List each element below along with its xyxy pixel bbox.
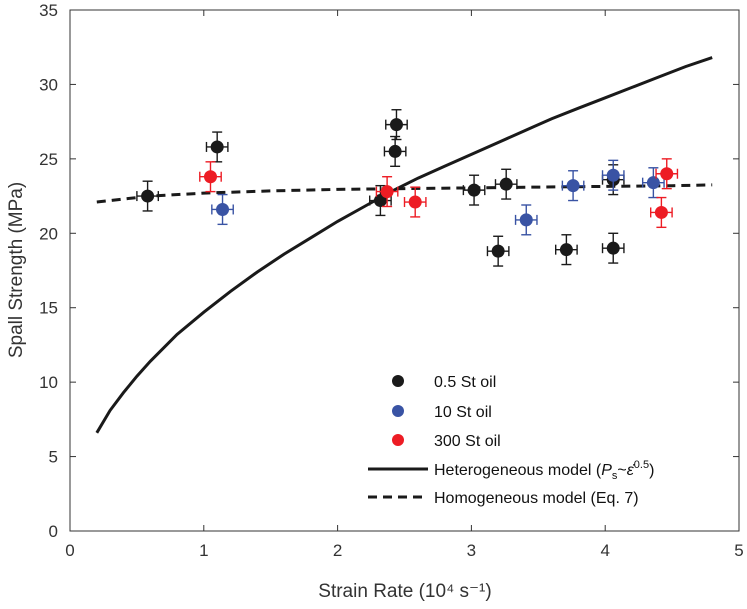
legend: 0.5 St oil 10 St oil 300 St oil Heteroge… xyxy=(368,374,654,507)
data-marker xyxy=(660,167,674,181)
data-marker xyxy=(203,170,217,184)
data-marker xyxy=(380,185,394,199)
data-marker xyxy=(373,194,387,208)
x-axis-title: Strain Rate (10⁴ s⁻¹) xyxy=(318,581,491,602)
data-point-0-5-st-oil xyxy=(554,234,578,266)
y-axis-title: Spall Strength (MPa) xyxy=(6,182,27,358)
heterogeneous-model-line xyxy=(95,56,713,434)
data-marker xyxy=(519,213,533,227)
data-marker xyxy=(566,179,580,193)
axes: 0 1 2 3 4 5 0 5 10 15 20 25 30 35 xyxy=(39,1,744,560)
data-point-300-st-oil xyxy=(199,161,222,193)
data-point-0-5-st-oil xyxy=(136,180,160,212)
data-marker xyxy=(141,189,155,203)
legend-item-0.5-st-oil: 0.5 St oil xyxy=(392,374,496,391)
x-tick-label: 1 xyxy=(199,541,208,560)
data-point-300-st-oil xyxy=(649,196,673,229)
legend-label: 300 St oil xyxy=(434,433,501,450)
plot-area xyxy=(95,56,713,434)
formula-superscript: 0.5 xyxy=(634,459,649,471)
data-marker xyxy=(606,168,620,182)
legend-label: Homogeneous model (Eq. 7) xyxy=(434,490,639,507)
y-tick-label: 30 xyxy=(39,75,58,94)
legend-label: Heterogeneous model (Ps~ε̇0.5) xyxy=(434,459,654,482)
data-point-0-5-st-oil xyxy=(385,109,408,141)
data-marker xyxy=(606,241,620,255)
data-marker xyxy=(388,144,402,158)
data-marker xyxy=(499,177,513,191)
data-point-0-5-st-oil xyxy=(486,235,510,267)
data-point-10-st-oil xyxy=(601,159,625,191)
legend-label: 10 St oil xyxy=(434,404,492,421)
data-point-10-st-oil xyxy=(561,170,585,202)
legend-label-text: Heterogeneous model ( xyxy=(434,462,602,479)
data-point-300-st-oil xyxy=(655,158,679,190)
legend-marker-dot xyxy=(392,434,404,446)
data-point-300-st-oil xyxy=(403,186,427,218)
plot-frame xyxy=(69,9,740,532)
data-point-0-5-st-oil xyxy=(601,232,625,264)
legend-item-300-st-oil: 300 St oil xyxy=(392,433,501,450)
homogeneous-model-line xyxy=(96,183,713,204)
data-point-10-st-oil xyxy=(514,204,538,236)
data-marker xyxy=(559,243,573,257)
data-marker xyxy=(389,118,403,132)
x-tick-label: 4 xyxy=(600,541,609,560)
legend-item-heterogeneous-model: Heterogeneous model (Ps~ε̇0.5) xyxy=(368,459,654,482)
data-marker xyxy=(491,244,505,258)
legend-label: 0.5 St oil xyxy=(434,374,496,391)
data-marker xyxy=(210,140,224,154)
formula-close-paren: ) xyxy=(649,462,654,479)
data-point-10-st-oil xyxy=(211,193,234,226)
x-tick-label: 2 xyxy=(333,541,342,560)
data-marker xyxy=(408,195,422,209)
y-tick-label: 10 xyxy=(39,373,58,392)
y-tick-label: 35 xyxy=(39,1,58,20)
legend-marker-dot xyxy=(392,405,404,417)
x-tick-label: 5 xyxy=(734,541,743,560)
y-tick-label: 0 xyxy=(49,522,58,541)
formula-subscript: s xyxy=(612,470,618,482)
data-marker xyxy=(654,205,668,219)
formula-p: P xyxy=(601,462,612,479)
y-tick-label: 20 xyxy=(39,224,58,243)
data-point-0-5-st-oil xyxy=(462,174,486,206)
y-tick-label: 15 xyxy=(39,299,58,318)
legend-item-homogeneous-model: Homogeneous model (Eq. 7) xyxy=(368,490,639,507)
y-tick-label: 5 xyxy=(49,448,58,467)
data-point-0-5-st-oil xyxy=(205,131,229,163)
legend-marker-dot xyxy=(392,375,404,387)
data-marker xyxy=(646,176,660,190)
formula-epsilon-dot: ε̇ xyxy=(627,462,635,479)
x-tick-label: 0 xyxy=(65,541,74,560)
data-marker xyxy=(216,202,230,216)
legend-item-10-st-oil: 10 St oil xyxy=(392,404,492,421)
data-point-0-5-st-oil xyxy=(494,168,518,200)
x-tick-label: 3 xyxy=(467,541,476,560)
formula-tilde: ~ xyxy=(617,462,626,479)
data-point-0-5-st-oil xyxy=(383,135,407,168)
data-marker xyxy=(467,183,481,197)
y-tick-label: 25 xyxy=(39,150,58,169)
data-point-300-st-oil xyxy=(375,176,399,208)
